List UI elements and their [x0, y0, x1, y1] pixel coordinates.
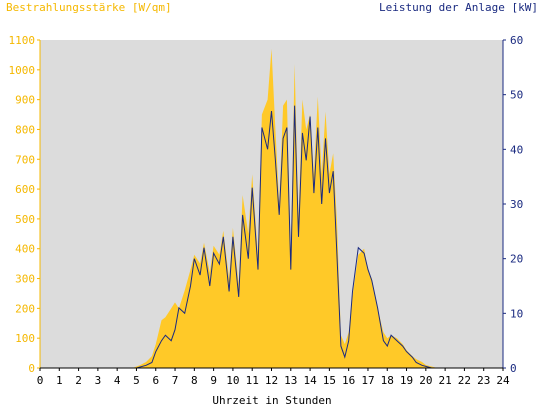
y-left-tick-label: 1000 — [9, 64, 36, 77]
y-right-tick-label: 10 — [510, 307, 523, 320]
x-tick-label: 22 — [458, 374, 471, 387]
power-line — [40, 105, 503, 369]
x-tick-label: 19 — [400, 374, 413, 387]
x-tick-label: 3 — [95, 374, 102, 387]
x-tick-label: 18 — [381, 374, 394, 387]
y-right-tick-label: 60 — [510, 34, 523, 47]
x-tick-label: 5 — [133, 374, 140, 387]
y-left-tick-label: 1100 — [9, 34, 36, 47]
x-tick-label: 1 — [56, 374, 63, 387]
x-tick-label: 21 — [439, 374, 452, 387]
y-right-tick-label: 20 — [510, 253, 523, 266]
y-left-tick-label: 900 — [15, 94, 35, 107]
y-left-tick-label: 700 — [15, 153, 35, 166]
y-left-tick-label: 100 — [15, 332, 35, 345]
y-left-tick-label: 800 — [15, 123, 35, 136]
x-tick-label: 2 — [75, 374, 82, 387]
x-tick-label: 12 — [265, 374, 278, 387]
y-left-tick-label: 500 — [15, 213, 35, 226]
y-left-tick-label: 400 — [15, 243, 35, 256]
y-right-tick-label: 50 — [510, 89, 523, 102]
x-tick-label: 24 — [496, 374, 510, 387]
x-tick-label: 15 — [323, 374, 336, 387]
x-tick-label: 9 — [210, 374, 217, 387]
x-tick-label: 16 — [342, 374, 355, 387]
x-tick-label: 11 — [246, 374, 259, 387]
right-axis-title: Leistung der Anlage [kW] — [379, 1, 538, 14]
x-tick-label: 10 — [226, 374, 239, 387]
y-right-tick-label: 0 — [510, 362, 517, 375]
y-left-tick-label: 0 — [28, 362, 35, 375]
x-axis-title: Uhrzeit in Stunden — [212, 394, 332, 407]
x-tick-label: 17 — [361, 374, 374, 387]
y-right-tick-label: 40 — [510, 143, 523, 156]
x-tick-label: 13 — [284, 374, 297, 387]
y-left-tick-label: 200 — [15, 302, 35, 315]
left-axis-title: Bestrahlungsstärke [W/qm] — [6, 1, 172, 14]
x-tick-label: 4 — [114, 374, 121, 387]
irradiance-area — [40, 48, 503, 369]
x-tick-label: 7 — [172, 374, 179, 387]
y-left-tick-label: 300 — [15, 273, 35, 286]
x-tick-label: 20 — [419, 374, 432, 387]
x-tick-label: 6 — [152, 374, 159, 387]
x-tick-label: 0 — [37, 374, 44, 387]
x-tick-label: 23 — [477, 374, 490, 387]
y-left-tick-label: 600 — [15, 183, 35, 196]
y-right-tick-label: 30 — [510, 198, 523, 211]
x-tick-label: 14 — [303, 374, 317, 387]
x-tick-label: 8 — [191, 374, 198, 387]
